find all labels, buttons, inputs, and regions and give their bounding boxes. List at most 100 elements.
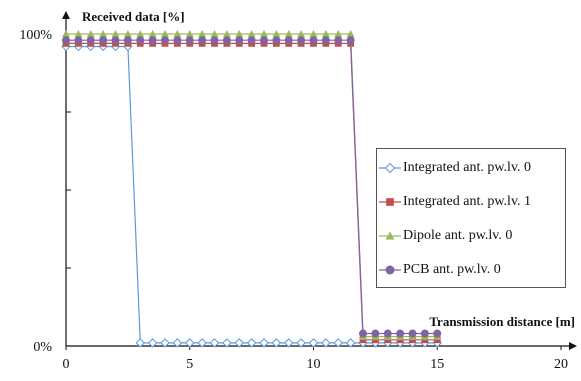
legend-label: PCB ant. pw.lv. 0 [403, 262, 501, 277]
x-tick-label: 15 [430, 357, 444, 372]
data-point [235, 30, 244, 38]
legend-label: Dipole ant. pw.lv. 0 [403, 228, 513, 243]
data-point [148, 30, 157, 38]
data-point [309, 36, 318, 45]
data-point [308, 338, 319, 348]
legend: Integrated ant. pw.lv. 0 Integrated ant. … [376, 148, 566, 288]
data-point [222, 30, 231, 38]
data-point [148, 36, 157, 45]
data-point [197, 338, 207, 348]
legend-item: Dipole ant. pw.lv. 0 [377, 226, 512, 246]
y-axis-label: Received data [%] [82, 9, 185, 24]
data-point [74, 36, 83, 45]
x-tick-label: 20 [554, 357, 568, 372]
legend-item: Integrated ant. pw.lv. 0 [377, 158, 531, 178]
data-point [222, 36, 231, 45]
data-point [247, 36, 256, 45]
data-point [210, 36, 219, 45]
data-point [321, 36, 330, 45]
data-point [161, 30, 169, 38]
data-point [309, 30, 318, 38]
data-point [123, 30, 132, 38]
data-point [74, 30, 83, 38]
data-point [371, 329, 380, 338]
data-point [271, 338, 282, 348]
series-4 [62, 36, 442, 338]
data-point [99, 36, 108, 45]
data-point [123, 36, 132, 45]
data-point [396, 329, 405, 338]
data-point [136, 30, 145, 38]
y-tick-label: 0% [33, 340, 52, 355]
data-point [198, 30, 207, 38]
data-point [297, 36, 306, 45]
legend-marker [377, 226, 403, 246]
legend-item: PCB ant. pw.lv. 0 [377, 260, 501, 280]
data-point [247, 30, 256, 38]
y-tick-label: 100% [19, 28, 52, 43]
legend-label: Integrated ant. pw.lv. 1 [403, 194, 532, 209]
x-axis-arrow [569, 342, 577, 350]
x-tick-label: 5 [186, 357, 193, 372]
data-point [111, 30, 120, 38]
legend-marker [377, 192, 403, 212]
data-point [284, 338, 294, 348]
data-point [99, 30, 108, 38]
data-point [259, 338, 269, 348]
data-point [210, 30, 219, 38]
data-point [173, 36, 182, 45]
data-point [234, 338, 244, 348]
data-point [321, 30, 330, 38]
data-point [334, 30, 343, 38]
data-point [135, 338, 145, 348]
data-point [385, 231, 395, 240]
data-point [359, 329, 367, 338]
data-point [260, 36, 268, 45]
data-point [185, 338, 195, 348]
data-point [334, 36, 343, 45]
data-point [173, 30, 182, 38]
data-point [161, 36, 169, 45]
data-point [86, 30, 95, 38]
data-point [235, 36, 244, 45]
data-point [209, 338, 220, 348]
data-point [321, 338, 331, 348]
y-axis-arrow [62, 11, 70, 19]
data-point [345, 338, 356, 348]
data-point [284, 30, 293, 38]
data-point [384, 162, 396, 174]
data-point [296, 338, 306, 348]
data-point [346, 36, 355, 45]
data-point [272, 36, 281, 45]
data-point [160, 338, 170, 348]
data-point [147, 338, 158, 348]
data-point [111, 36, 120, 45]
legend-item: Integrated ant. pw.lv. 1 [377, 192, 531, 212]
data-point [185, 30, 194, 38]
axes: 0 5 10 15 20 0% 100% [19, 11, 577, 372]
data-point [246, 338, 257, 348]
data-point [346, 30, 355, 38]
data-point [260, 30, 268, 38]
data-point [383, 329, 392, 338]
legend-marker [377, 260, 403, 280]
data-point [284, 36, 293, 45]
data-point [172, 338, 183, 348]
data-point [408, 329, 417, 338]
x-tick-label: 10 [307, 357, 321, 372]
data-point [386, 198, 394, 206]
data-point [62, 36, 70, 45]
data-point [420, 329, 429, 338]
data-point [222, 338, 232, 348]
legend-label: Integrated ant. pw.lv. 0 [403, 160, 532, 175]
x-tick-label: 0 [63, 357, 70, 372]
data-point [185, 36, 194, 45]
data-point [433, 329, 442, 338]
series-layer [61, 30, 442, 348]
data-point [385, 265, 395, 275]
legend-marker [377, 158, 403, 178]
data-point [62, 30, 70, 38]
data-point [86, 36, 95, 45]
